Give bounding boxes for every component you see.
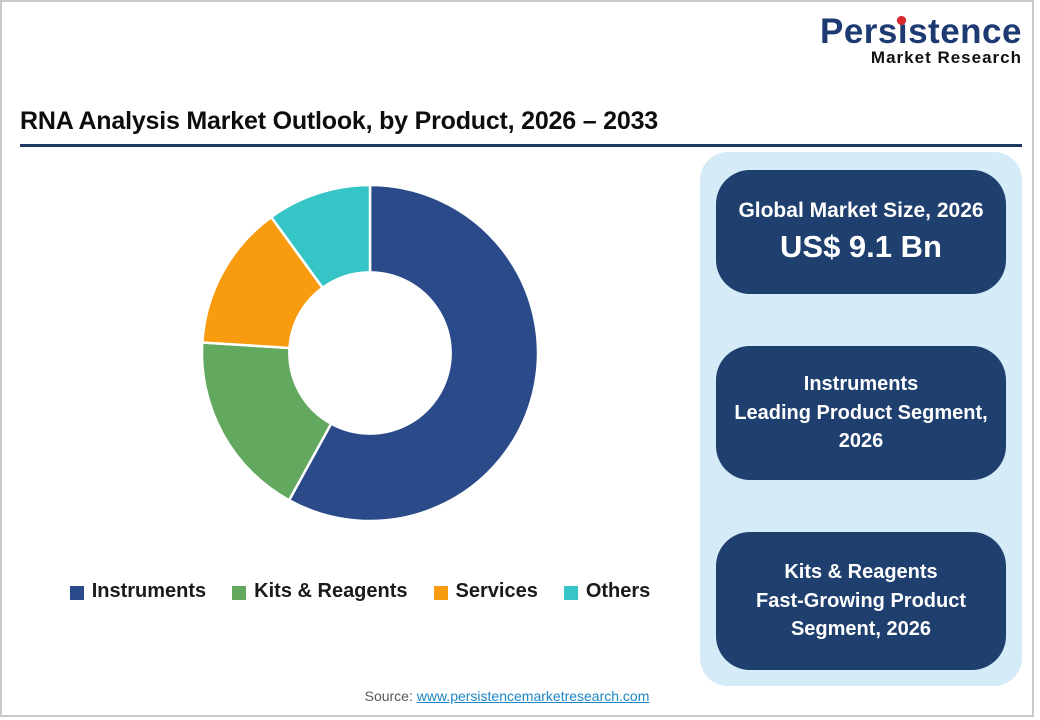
donut-chart <box>198 181 542 525</box>
legend-label: Instruments <box>91 580 207 602</box>
donut-chart-svg <box>200 183 540 523</box>
legend-swatch-kits-reagents <box>232 585 247 600</box>
info-panel: Global Market Size, 2026 US$ 9.1 Bn Inst… <box>700 152 1022 686</box>
donut-slice-kits-reagents <box>200 341 333 502</box>
fast-growing-subtitle: Fast-Growing Product Segment, 2026 <box>756 589 966 641</box>
info-card-leading-segment: Instruments Leading Product Segment, 202… <box>716 346 1006 480</box>
legend-swatch-instruments <box>69 585 84 600</box>
legend-swatch-others <box>563 585 578 600</box>
fast-growing-title: Kits & Reagents <box>784 561 938 584</box>
legend-item-others: Others <box>563 580 651 603</box>
leading-segment-title: Instruments <box>803 373 919 396</box>
page-title: RNA Analysis Market Outlook, by Product,… <box>20 107 1022 147</box>
logo-i-dot-icon <box>896 16 906 25</box>
legend-label: Services <box>455 580 538 602</box>
source-label: Source: <box>364 688 413 704</box>
legend-item-instruments: Instruments <box>69 580 207 603</box>
legend-label: Others <box>585 580 651 602</box>
source-link[interactable]: www.persistencemarketresearch.com <box>416 688 650 704</box>
market-size-label: Global Market Size, 2026 <box>738 199 984 223</box>
info-card-market-size: Global Market Size, 2026 US$ 9.1 Bn <box>716 170 1006 294</box>
brand-tagline: Market Research <box>870 48 1022 67</box>
brand-name: Persistence <box>820 14 1022 49</box>
leading-segment-subtitle: Leading Product Segment, 2026 <box>734 401 988 453</box>
chart-legend: Instruments Kits & Reagents Services Oth… <box>30 580 690 603</box>
legend-swatch-services <box>433 585 448 600</box>
info-card-fast-growing-segment: Kits & Reagents Fast-Growing Product Seg… <box>716 532 1006 670</box>
legend-item-kits-reagents: Kits & Reagents <box>232 580 408 603</box>
market-size-value: US$ 9.1 Bn <box>780 228 942 264</box>
brand-logo: Persistence Market Research <box>820 14 1022 68</box>
legend-label: Kits & Reagents <box>254 580 408 602</box>
legend-item-services: Services <box>433 580 538 603</box>
donut-slice-instruments <box>287 183 540 523</box>
donut-slice-others <box>270 183 372 290</box>
source-line: Source: www.persistencemarketresearch.co… <box>0 688 1014 704</box>
brand-name-text: Persistence <box>819 12 1022 51</box>
